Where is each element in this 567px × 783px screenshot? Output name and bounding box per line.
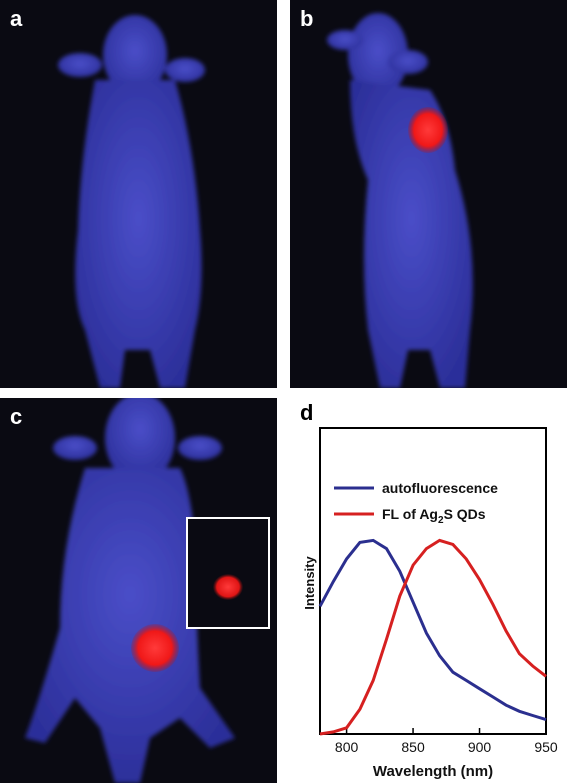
series-line-ag2s: [319, 538, 547, 736]
panel-label-d: d: [300, 400, 314, 425]
ex-vivo-tumor-image: [213, 574, 243, 600]
x-tick-label-900: 900: [468, 739, 492, 755]
panel-c-photo: c: [0, 398, 277, 783]
legend-label-autofluorescence: autofluorescence: [382, 480, 498, 496]
tumor-glow-b: [408, 107, 448, 153]
ex-vivo-inset: [186, 517, 270, 629]
y-axis-label: Intensity: [302, 556, 317, 610]
x-tick-label-950: 950: [534, 739, 558, 755]
x-tick-labels: 800 850 900 950: [335, 739, 558, 755]
series-line-autofluorescence: [318, 538, 547, 722]
spectrum-chart: 800 850 900 950 Intensity Wavelength (nm) a…: [302, 427, 558, 780]
panel-label-c: c: [10, 404, 23, 429]
mouse-c-image: [25, 398, 235, 783]
x-axis-label: Wavelength (nm): [373, 763, 493, 780]
panel-d-chart: d 800 850 900 950 Intensity Wavelength (nm)…: [290, 398, 567, 783]
legend-label-ag2s: FL of Ag2S QDs: [382, 506, 486, 526]
panel-a-photo: a: [0, 0, 277, 388]
ex-vivo-tumor-glow: [213, 574, 243, 600]
panel-b-photo: b: [290, 0, 567, 388]
panel-label-b: b: [300, 6, 314, 31]
x-tick-label-850: 850: [401, 739, 425, 755]
mouse-b-image: [327, 13, 473, 388]
mouse-a-image: [58, 15, 205, 388]
plot-frame: [319, 427, 547, 735]
panel-label-a: a: [10, 6, 23, 31]
tumor-glow-c: [131, 624, 179, 672]
x-tick-label-800: 800: [335, 739, 359, 755]
